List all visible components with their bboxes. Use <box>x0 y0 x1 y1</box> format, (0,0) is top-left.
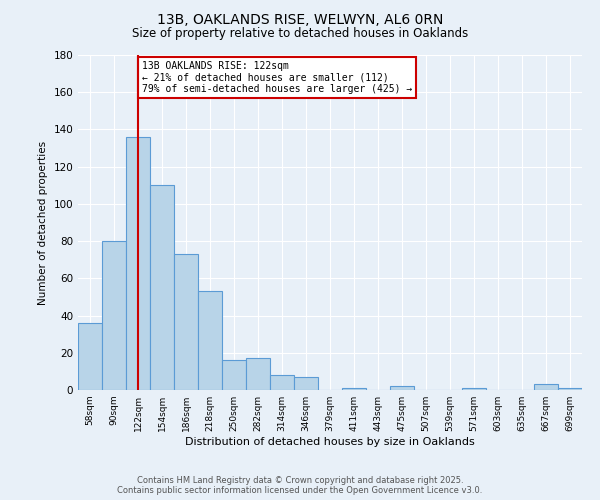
X-axis label: Distribution of detached houses by size in Oaklands: Distribution of detached houses by size … <box>185 437 475 447</box>
Bar <box>198 292 222 390</box>
Text: Contains HM Land Registry data © Crown copyright and database right 2025.
Contai: Contains HM Land Registry data © Crown c… <box>118 476 482 495</box>
Text: 13B OAKLANDS RISE: 122sqm
← 21% of detached houses are smaller (112)
79% of semi: 13B OAKLANDS RISE: 122sqm ← 21% of detac… <box>142 60 412 94</box>
Bar <box>150 186 174 390</box>
Bar <box>390 386 414 390</box>
Bar <box>558 388 582 390</box>
Bar <box>534 384 558 390</box>
Bar <box>270 375 294 390</box>
Text: Size of property relative to detached houses in Oaklands: Size of property relative to detached ho… <box>132 28 468 40</box>
Bar <box>174 254 198 390</box>
Bar <box>294 377 318 390</box>
Bar <box>222 360 246 390</box>
Bar <box>462 388 486 390</box>
Y-axis label: Number of detached properties: Number of detached properties <box>38 140 48 304</box>
Text: 13B, OAKLANDS RISE, WELWYN, AL6 0RN: 13B, OAKLANDS RISE, WELWYN, AL6 0RN <box>157 12 443 26</box>
Bar <box>78 323 102 390</box>
Bar <box>246 358 270 390</box>
Bar <box>342 388 366 390</box>
Bar <box>126 137 150 390</box>
Bar <box>102 241 126 390</box>
